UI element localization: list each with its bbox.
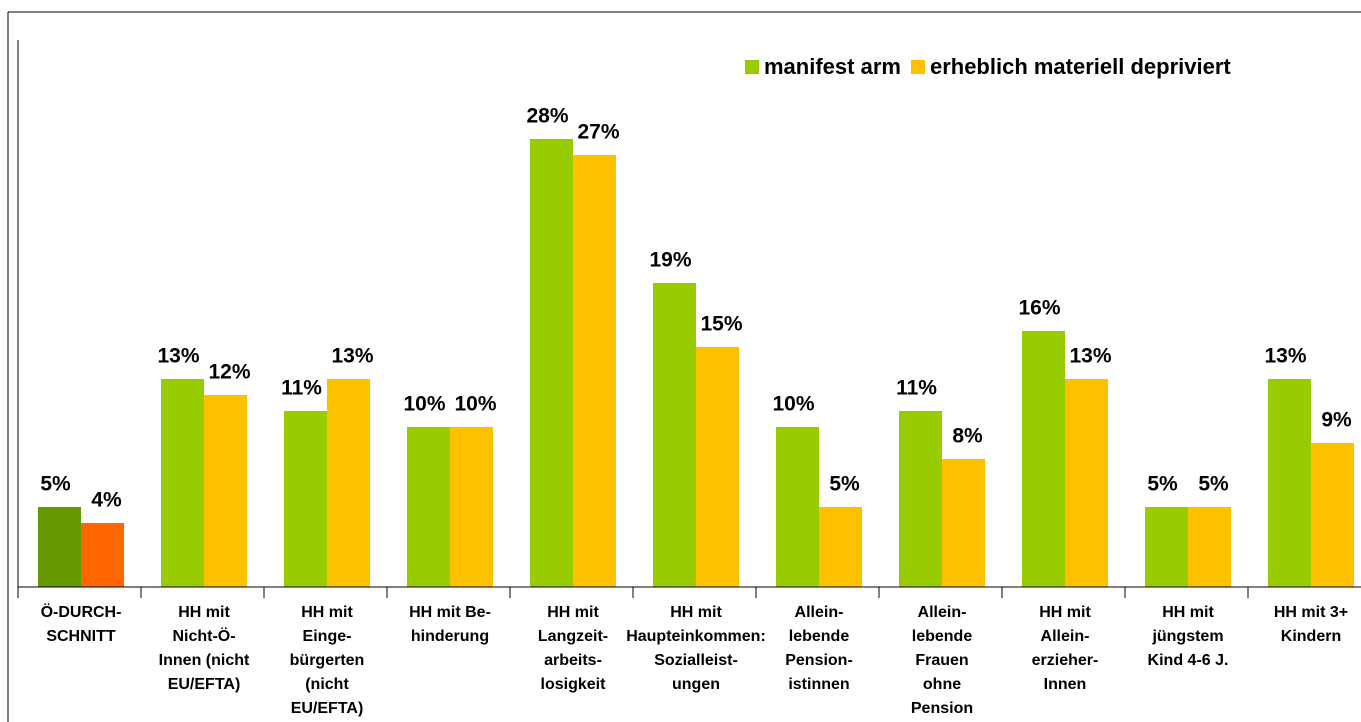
value-label: 19% — [649, 249, 691, 272]
x-tick-label: EU/EFTA) — [291, 700, 364, 717]
x-tick-label: Frauen — [915, 652, 968, 669]
legend-swatch — [910, 60, 925, 74]
bar — [204, 395, 247, 587]
x-tick-label: Ö-DURCH- — [41, 602, 122, 621]
value-label: 28% — [526, 105, 568, 128]
bar — [81, 523, 124, 587]
x-tick-label: Sozialleist- — [654, 652, 738, 669]
bar — [1311, 443, 1354, 587]
bar — [38, 507, 81, 587]
value-label: 12% — [208, 361, 250, 384]
x-tick-label: ungen — [672, 676, 720, 693]
x-tick-label: HH mit — [547, 604, 599, 621]
bar — [819, 507, 862, 587]
bar — [573, 155, 616, 587]
x-tick-label: Allein- — [1041, 628, 1090, 645]
value-label: 13% — [1264, 345, 1306, 368]
x-tick-label: istinnen — [788, 676, 849, 693]
x-tick-label: Haupteinkommen: — [626, 628, 766, 645]
value-label: 16% — [1018, 297, 1060, 320]
x-tick-label: HH mit — [1039, 604, 1091, 621]
value-label: 11% — [281, 377, 322, 400]
bar — [284, 411, 327, 587]
value-label: 10% — [403, 393, 445, 416]
value-label: 27% — [577, 121, 619, 144]
bar — [327, 379, 370, 587]
bar — [1022, 331, 1065, 587]
value-label: 11% — [896, 377, 937, 400]
x-tick-label: Innen (nicht — [159, 652, 250, 669]
legend-swatch — [745, 60, 759, 74]
value-label: 9% — [1321, 409, 1352, 432]
x-tick-label: jüngstem — [1151, 628, 1223, 645]
x-tick-label: Kindern — [1281, 628, 1341, 645]
bar — [942, 459, 985, 587]
x-tick-label: Innen — [1044, 676, 1087, 693]
x-tick-label: ohne — [923, 676, 961, 693]
x-tick-label: SCHNITT — [46, 628, 116, 645]
bar — [161, 379, 204, 587]
bar — [530, 139, 573, 587]
legend-label: erheblich materiell depriviert — [930, 54, 1231, 79]
x-tick-label: lebende — [912, 628, 973, 645]
bar — [407, 427, 450, 587]
x-tick-label: hinderung — [411, 628, 489, 645]
x-tick-label: Allein- — [918, 604, 967, 621]
x-tick-label: bürgerten — [290, 652, 365, 669]
value-label: 10% — [454, 393, 496, 416]
value-label: 5% — [40, 473, 71, 496]
x-tick-label: HH mit — [178, 604, 230, 621]
x-tick-label: HH mit 3+ — [1274, 604, 1348, 621]
x-tick-label: HH mit — [670, 604, 722, 621]
bar — [899, 411, 942, 587]
x-tick-label: HH mit — [301, 604, 353, 621]
x-tick-label: HH mit Be- — [409, 604, 491, 621]
x-tick-label: Langzeit- — [538, 628, 608, 645]
value-label: 5% — [829, 473, 860, 496]
x-tick-label: EU/EFTA) — [168, 676, 241, 693]
value-label: 8% — [952, 425, 983, 448]
x-tick-label: Pension- — [785, 652, 853, 669]
x-tick-label: losigkeit — [541, 676, 607, 693]
bar — [1065, 379, 1108, 587]
x-tick-label: arbeits- — [544, 652, 602, 669]
value-label: 13% — [1069, 345, 1111, 368]
x-tick-label: (nicht — [305, 676, 349, 693]
value-label: 5% — [1198, 473, 1229, 496]
value-label: 15% — [700, 313, 742, 336]
bar — [1188, 507, 1231, 587]
x-tick-label: Nicht-Ö- — [172, 626, 235, 645]
x-tick-label: HH mit — [1162, 604, 1214, 621]
x-tick-label: Kind 4-6 J. — [1148, 652, 1229, 669]
value-label: 10% — [772, 393, 814, 416]
bar — [696, 347, 739, 587]
value-label: 13% — [331, 345, 373, 368]
value-label: 4% — [91, 489, 122, 512]
value-label: 5% — [1147, 473, 1178, 496]
x-tick-label: Einge- — [303, 628, 352, 645]
x-tick-label: erzieher- — [1032, 652, 1099, 669]
bar — [1145, 507, 1188, 587]
x-tick-label: Pension — [911, 700, 973, 717]
value-label: 13% — [157, 345, 199, 368]
x-tick-label: lebende — [789, 628, 850, 645]
bar — [653, 283, 696, 587]
bar — [450, 427, 493, 587]
x-tick-label: Allein- — [795, 604, 844, 621]
bar — [1268, 379, 1311, 587]
bar — [776, 427, 819, 587]
legend-label: manifest arm — [764, 54, 901, 79]
